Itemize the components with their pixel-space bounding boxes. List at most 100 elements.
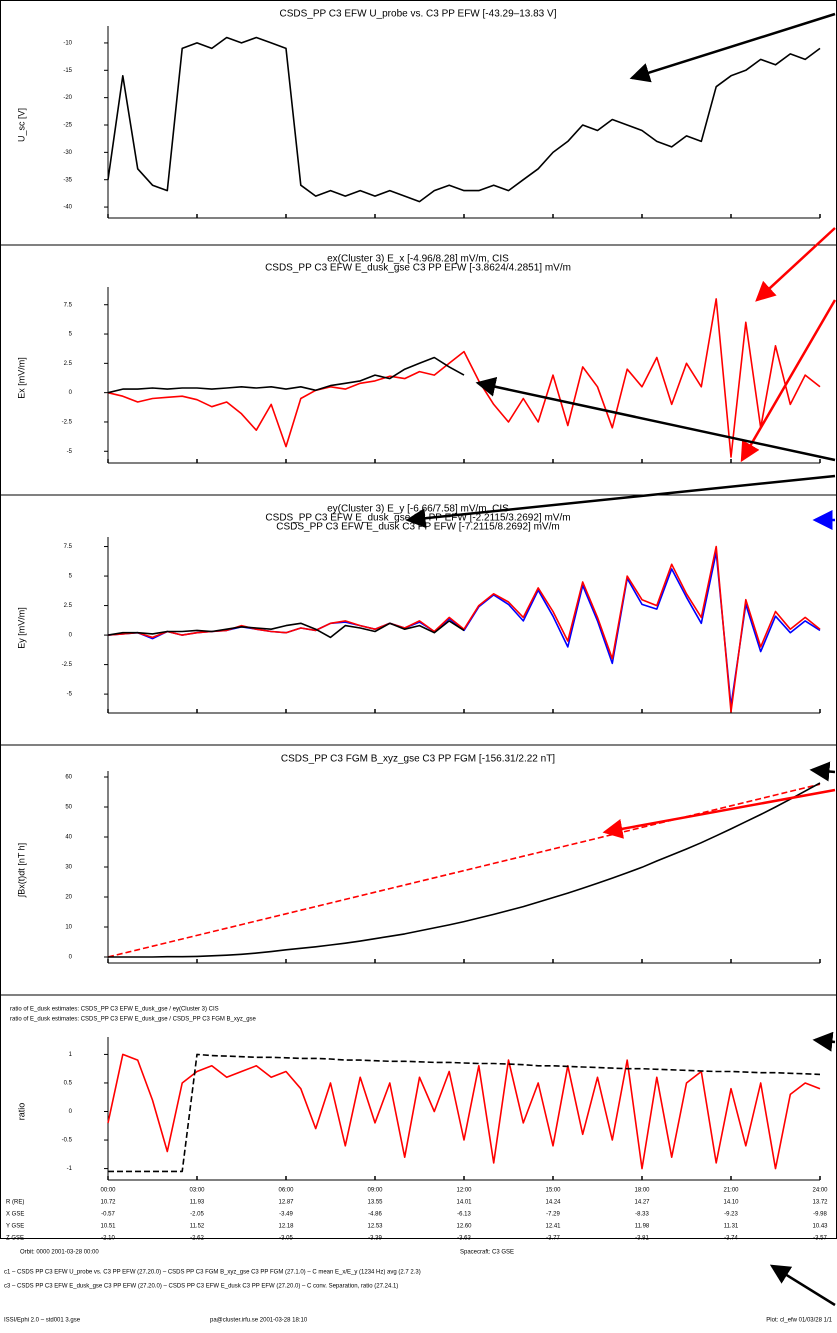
ephemeris-value: 13.72 bbox=[812, 1200, 828, 1206]
annotation-arrows bbox=[405, 12, 837, 1307]
x-tick-label: 00:00 bbox=[100, 1188, 116, 1194]
ephemeris-label: Z GSE bbox=[6, 1236, 24, 1242]
x-tick-label: 21:00 bbox=[723, 1188, 739, 1194]
y-tick-label: 0 bbox=[69, 390, 73, 396]
ephemeris-value: 12.41 bbox=[545, 1224, 561, 1230]
y-tick-label: 1 bbox=[69, 1052, 73, 1058]
data-line bbox=[107, 545, 821, 713]
arrow bbox=[812, 1031, 836, 1052]
ephemeris-value: 14.24 bbox=[545, 1200, 561, 1206]
arrow bbox=[629, 12, 836, 83]
data-line bbox=[107, 356, 465, 394]
y-tick-label: -35 bbox=[63, 177, 72, 183]
panel-title: ratio of E_dusk estimates: CSDS_PP C3 EF… bbox=[10, 1007, 219, 1013]
data-line bbox=[107, 783, 821, 958]
panel-title: CSDS_PP C3 EFW U_probe vs. C3 PP EFW [-4… bbox=[280, 9, 557, 20]
y-axis-label: Ey [mV/m] bbox=[16, 607, 26, 649]
ephemeris-value: -2.62 bbox=[190, 1236, 204, 1242]
y-tick-label: 50 bbox=[65, 805, 72, 811]
y-axis-label: ∫Bx(t)dt [nT h] bbox=[16, 843, 26, 898]
x-tick-label: 12:00 bbox=[456, 1188, 472, 1194]
arrow bbox=[740, 299, 837, 463]
y-tick-label: 20 bbox=[65, 895, 72, 901]
y-tick-label: 0 bbox=[69, 1109, 73, 1115]
y-tick-label: -20 bbox=[63, 95, 72, 101]
data-line bbox=[107, 1053, 821, 1170]
ephemeris-value: -0.57 bbox=[101, 1212, 115, 1218]
x-tick-label: 15:00 bbox=[545, 1188, 561, 1194]
x-tick-label: 09:00 bbox=[367, 1188, 383, 1194]
x-tick-label: 18:00 bbox=[634, 1188, 650, 1194]
arrow bbox=[405, 474, 836, 529]
footer-left: ISSI/Ephi 2.0 – std001 3.gse bbox=[4, 1318, 81, 1324]
ephemeris-value: -3.39 bbox=[368, 1236, 382, 1242]
ephemeris-value: 10.43 bbox=[812, 1224, 828, 1230]
ephemeris-value: 11.98 bbox=[635, 1224, 650, 1230]
ephemeris-value: 11.52 bbox=[190, 1224, 205, 1230]
ephemeris-value: -3.81 bbox=[635, 1236, 649, 1242]
data-line bbox=[108, 782, 821, 958]
arrow bbox=[755, 227, 836, 302]
ephemeris-value: -3.49 bbox=[279, 1212, 293, 1218]
ephemeris-value: 11.93 bbox=[190, 1200, 205, 1206]
ephemeris-value: -3.63 bbox=[457, 1236, 471, 1242]
y-tick-label: 2.5 bbox=[64, 603, 73, 609]
panel-title: CSDS_PP C3 FGM B_xyz_gse C3 PP FGM [-156… bbox=[281, 754, 555, 765]
ephemeris-value: 11.31 bbox=[724, 1224, 739, 1230]
ephemeris-value: 12.87 bbox=[278, 1200, 294, 1206]
ephemeris-label: Y GSE bbox=[6, 1224, 24, 1230]
y-tick-label: 10 bbox=[65, 925, 72, 931]
footer-note: Orbit: 0000 2001-03-28 00:00 bbox=[20, 1250, 99, 1256]
y-tick-label: -0.5 bbox=[62, 1138, 73, 1144]
ephemeris-value: -2.05 bbox=[190, 1212, 204, 1218]
y-tick-label: -40 bbox=[63, 205, 72, 211]
y-tick-label: -1 bbox=[67, 1166, 73, 1172]
frame bbox=[0, 0, 837, 1239]
y-tick-label: 0 bbox=[69, 955, 73, 961]
panel-title: CSDS_PP C3 EFW E_dusk C3 PP EFW [-7.2115… bbox=[276, 522, 559, 533]
y-tick-label: -25 bbox=[63, 123, 72, 129]
y-tick-label: 5 bbox=[69, 332, 73, 338]
panel-title: CSDS_PP C3 EFW E_dusk_gse C3 PP EFW [-3.… bbox=[265, 263, 571, 274]
y-tick-label: -5 bbox=[67, 449, 73, 455]
ephemeris-value: -3.05 bbox=[279, 1236, 293, 1242]
y-tick-label: -2.5 bbox=[62, 662, 73, 668]
ephemeris-value: -9.98 bbox=[813, 1212, 827, 1218]
data-line bbox=[108, 1053, 821, 1173]
arrow bbox=[769, 1264, 836, 1307]
ephemeris-value: -4.86 bbox=[368, 1212, 382, 1218]
ephemeris-value: 10.72 bbox=[100, 1200, 116, 1206]
ephemeris-value: -6.13 bbox=[457, 1212, 471, 1218]
ephemeris-value: 10.51 bbox=[100, 1224, 116, 1230]
ephemeris-value: -8.33 bbox=[635, 1212, 649, 1218]
arrow bbox=[475, 376, 836, 462]
footer-middle: pa@cluster.irfu.se 2001-03-28 18:10 bbox=[210, 1318, 308, 1324]
ephemeris-label: X GSE bbox=[6, 1212, 24, 1218]
ephemeris-value: -9.23 bbox=[724, 1212, 738, 1218]
ephemeris-value: -3.57 bbox=[813, 1236, 827, 1242]
x-tick-label: 06:00 bbox=[278, 1188, 294, 1194]
y-tick-label: 2.5 bbox=[64, 361, 73, 367]
y-tick-label: 40 bbox=[65, 835, 72, 841]
y-axis-label: Ex [mV/m] bbox=[16, 357, 26, 399]
y-tick-label: 60 bbox=[65, 775, 72, 781]
ephemeris-value: 12.60 bbox=[456, 1224, 472, 1230]
data-line bbox=[107, 298, 821, 458]
y-tick-label: 5 bbox=[69, 574, 73, 580]
data-line bbox=[107, 620, 465, 639]
ephemeris-value: 14.01 bbox=[456, 1200, 472, 1206]
ephemeris-value: 14.10 bbox=[723, 1200, 739, 1206]
ephemeris-value: -3.77 bbox=[546, 1236, 560, 1242]
y-tick-label: 0 bbox=[69, 633, 73, 639]
ephemeris-value: -3.74 bbox=[724, 1236, 738, 1242]
arrow bbox=[809, 761, 836, 782]
ephemeris-value: 12.18 bbox=[278, 1224, 294, 1230]
panel-title: ratio of E_dusk estimates: CSDS_PP C3 EF… bbox=[10, 1017, 257, 1023]
x-tick-label: 03:00 bbox=[189, 1188, 205, 1194]
ephemeris-value: 14.27 bbox=[634, 1200, 650, 1206]
y-tick-label: -10 bbox=[63, 41, 72, 47]
ephemeris-label: R (RE) bbox=[6, 1200, 24, 1206]
y-tick-label: 7.5 bbox=[64, 302, 73, 308]
y-axis-label: U_sc [V] bbox=[16, 108, 26, 142]
